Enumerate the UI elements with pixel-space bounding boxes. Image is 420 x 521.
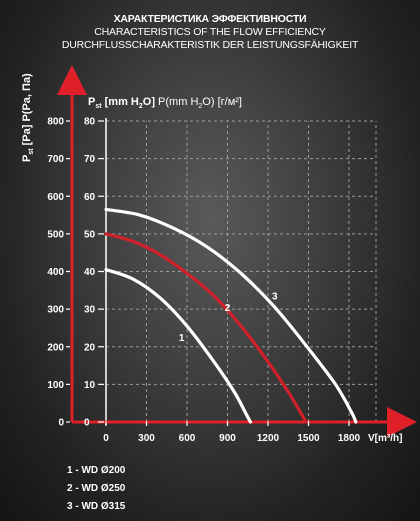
y-tick-label-left: 300 xyxy=(47,305,64,316)
y-tick-label-right: 0 xyxy=(84,418,90,429)
legend-item-2: 2 - WD Ø250 xyxy=(67,483,126,494)
y-tick-label-right: 70 xyxy=(84,154,96,165)
x-tick-label: 1800 xyxy=(338,433,361,444)
legend-item-1: 1 - WD Ø200 xyxy=(67,465,126,476)
y-axis-label-left: Pst [Pa] P(Pa, Па) xyxy=(21,73,35,162)
ticks: 0100200300400500600700800010203040506070… xyxy=(47,117,360,445)
x-tick-label: 1500 xyxy=(297,433,320,444)
series-line-1 xyxy=(104,268,253,424)
y-tick-label-right: 30 xyxy=(84,305,96,316)
series-line-3 xyxy=(104,207,358,424)
legend: 1 - WD Ø200 2 - WD Ø250 3 - WD Ø315 xyxy=(67,462,125,516)
y-tick-label-right: 50 xyxy=(84,229,96,240)
x-tick-label: 600 xyxy=(179,433,196,444)
y-tick-label-right: 10 xyxy=(84,380,96,391)
y-tick-label-left: 0 xyxy=(58,418,64,429)
x-tick-label: 900 xyxy=(219,433,236,444)
x-axis-label: V[m³/h] xyxy=(368,433,402,444)
x-tick-label: 1200 xyxy=(257,433,280,444)
chart-titles: ХАРАКТЕРИСТИКА ЭФФЕКТИВНОСТИ CHARACTERIS… xyxy=(0,13,420,52)
y-axis-label-top: Pst [mm H2O] P(mm H2O) [г/м²] xyxy=(88,96,242,110)
curve-label-3: 3 xyxy=(272,292,278,303)
curve-label-2: 2 xyxy=(225,303,231,314)
y-tick-label-right: 20 xyxy=(84,342,96,353)
axes xyxy=(57,65,417,437)
x-tick-label: 0 xyxy=(103,433,109,444)
curve-label-1: 1 xyxy=(179,333,185,344)
y-tick-label-right: 80 xyxy=(84,117,96,128)
y-tick-label-right: 40 xyxy=(84,267,96,278)
legend-item-3: 3 - WD Ø315 xyxy=(67,501,126,512)
chart-title-en: CHARACTERISTICS OF THE FLOW EFFICIENCY xyxy=(94,26,326,38)
chart-title-de: DURCHFLUSSCHARAKTERISTIK DER LEISTUNGSFÄ… xyxy=(61,39,359,51)
series-line-2 xyxy=(104,232,308,424)
y-tick-label-right: 60 xyxy=(84,192,96,203)
x-tick-label: 300 xyxy=(138,433,155,444)
y-tick-label-left: 400 xyxy=(47,267,64,278)
grid xyxy=(106,120,377,422)
y-tick-label-left: 600 xyxy=(47,192,64,203)
y-tick-label-left: 200 xyxy=(47,342,64,353)
y-tick-label-left: 500 xyxy=(47,229,64,240)
curve-labels: 1 2 3 xyxy=(179,292,278,344)
y-tick-label-left: 100 xyxy=(47,380,64,391)
series xyxy=(104,207,358,424)
y-tick-label-left: 800 xyxy=(47,117,64,128)
y-tick-label-left: 700 xyxy=(47,154,64,165)
chart-title-ru: ХАРАКТЕРИСТИКА ЭФФЕКТИВНОСТИ xyxy=(113,13,307,25)
